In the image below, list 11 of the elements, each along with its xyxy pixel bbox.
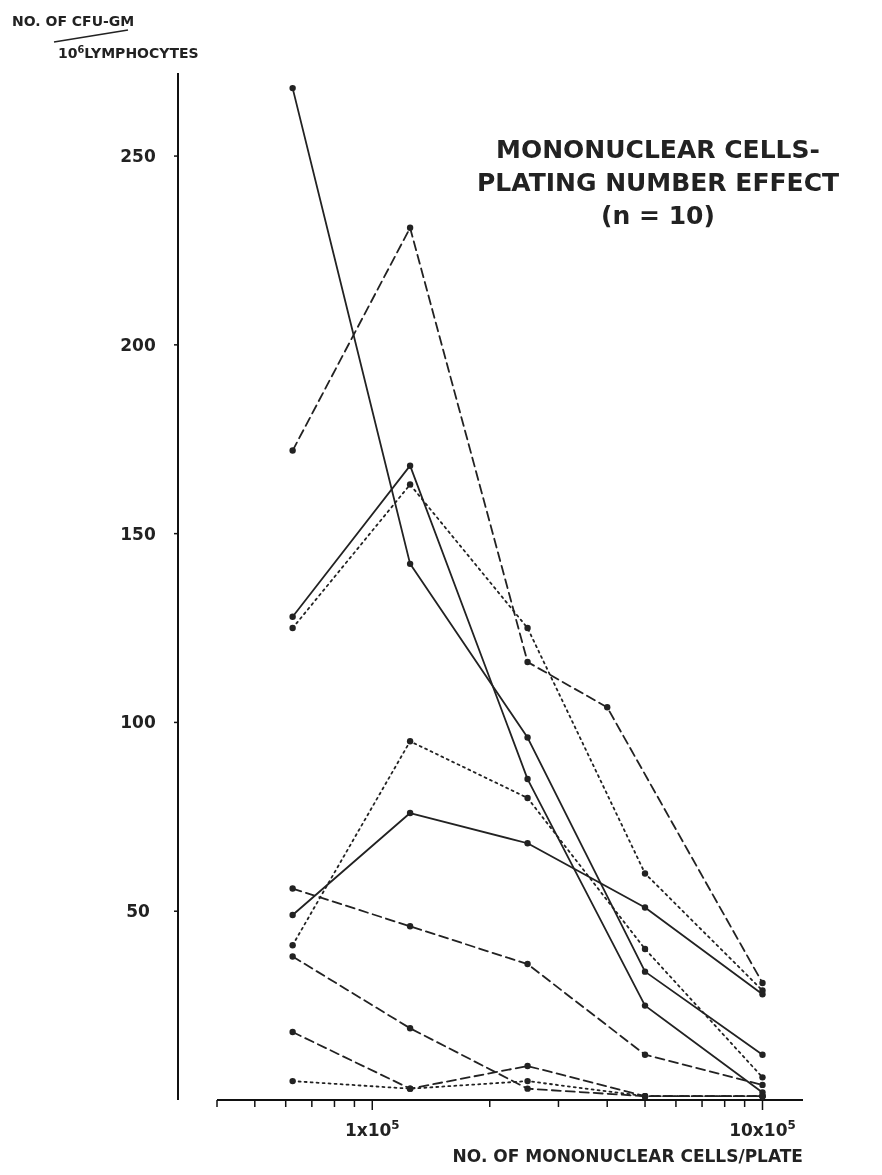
y-tick-label: 100 (120, 712, 156, 733)
y-tick-label: 250 (120, 146, 156, 167)
x-tick-label: 1x10$^{5}$ (344, 1118, 400, 1140)
y-tick-label: 150 (120, 523, 156, 544)
y-tick-label: 200 (120, 334, 156, 355)
x-axis-title: NO. OF MONONUCLEAR CELLS/PLATE (452, 1146, 803, 1166)
text: MONONUCLEAR CELLS- PLATING NUMBER EFFECT (476, 135, 840, 197)
y-tick-label: 50 (126, 901, 150, 922)
y-axis-title: NO. OF CFU-GM 10$^{6}$LYMPHOCYTES (12, 13, 199, 61)
x-tick-label: 10x10$^{5}$ (729, 1118, 796, 1140)
text: (n = 10) (601, 201, 715, 230)
